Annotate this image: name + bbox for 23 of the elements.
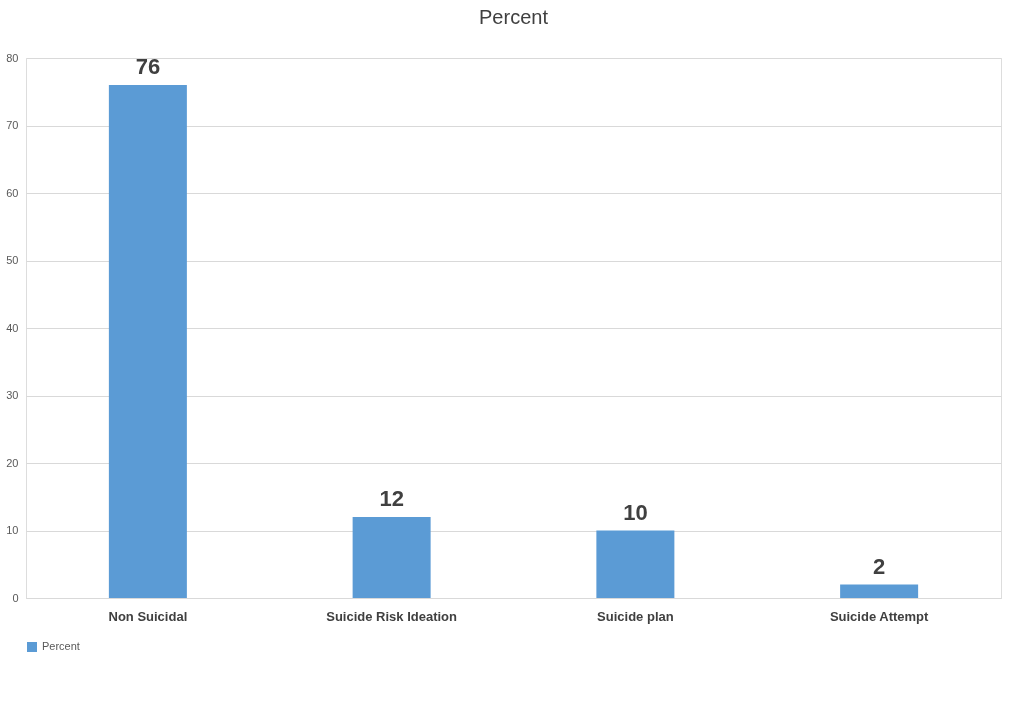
y-tick-label: 40: [6, 321, 19, 334]
bar: [596, 530, 675, 598]
y-tick-label: 10: [6, 524, 19, 536]
x-tick-label: Suicide plan: [597, 608, 674, 624]
x-tick-label: Non Suicidal: [108, 608, 188, 624]
y-tick-label: 60: [6, 186, 19, 199]
chart-title: Percent: [479, 6, 549, 28]
data-label: 2: [873, 553, 886, 579]
y-tick-label: 30: [6, 389, 19, 401]
y-tick-label: 0: [12, 591, 19, 604]
data-label: 10: [623, 499, 648, 525]
data-label: 12: [379, 486, 404, 511]
y-tick-label: 70: [6, 119, 19, 131]
bar: [840, 584, 919, 598]
x-tick-label: Suicide Risk Ideation: [326, 608, 458, 624]
bar: [352, 517, 431, 598]
y-tick-label: 80: [6, 51, 19, 64]
data-label: 76: [135, 54, 161, 79]
bar: [108, 85, 187, 598]
y-tick-label: 20: [6, 456, 19, 469]
x-tick-label: Suicide Attempt: [829, 608, 930, 624]
y-tick-label: 50: [6, 254, 19, 266]
legend-label: Percent: [42, 640, 80, 652]
